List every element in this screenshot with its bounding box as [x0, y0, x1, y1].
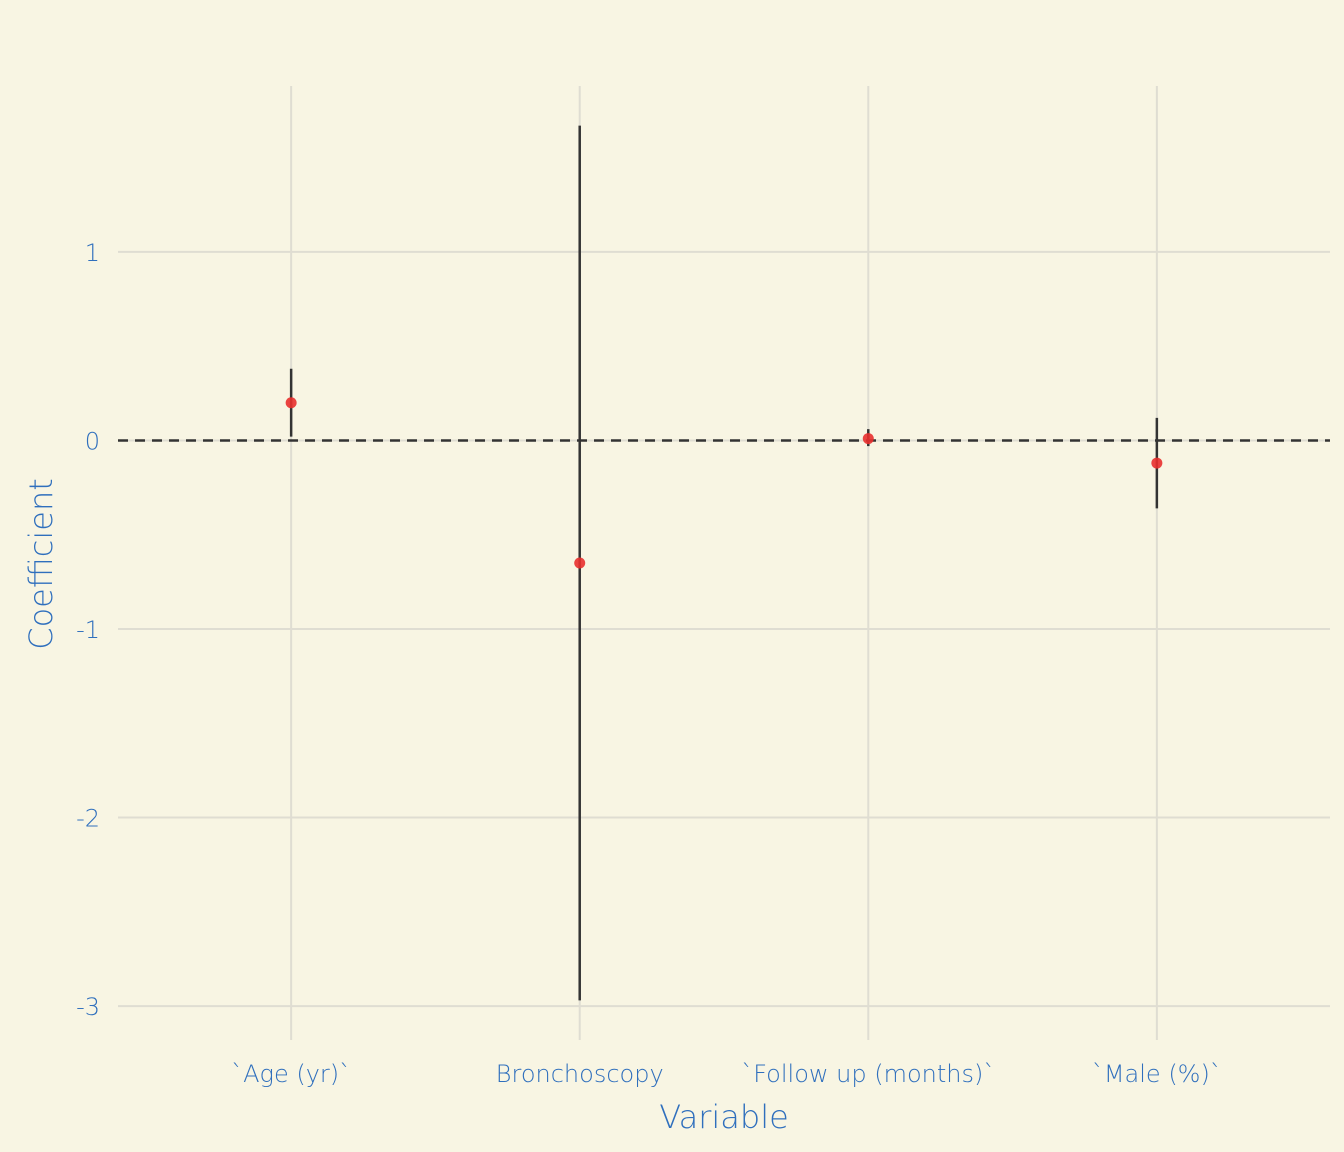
x-axis-title: Variable	[659, 1098, 789, 1136]
y-tick-label: 0	[85, 427, 100, 455]
grid-layer	[118, 86, 1330, 1040]
x-tick-label: `Age (yr)`	[231, 1060, 351, 1088]
y-tick-label: 1	[85, 239, 100, 267]
error-bar-layer	[289, 125, 1159, 1001]
estimate-point	[1151, 457, 1163, 469]
point-layer	[285, 397, 1163, 569]
x-tick-label: `Follow up (months)`	[741, 1060, 995, 1088]
y-tick-label: -3	[76, 993, 100, 1021]
y-tick-label: -1	[76, 616, 100, 644]
y-axis-title: Coefficient	[22, 478, 60, 650]
tick-label-layer: -3 -2 -1 0 1 `Age (yr)` Bronchoscopy `Follow up…	[76, 239, 1222, 1088]
estimate-point	[285, 397, 297, 409]
x-tick-label: `Male (%)`	[1092, 1060, 1222, 1088]
estimate-point	[862, 433, 874, 445]
estimate-point	[574, 557, 586, 569]
y-tick-label: -2	[76, 805, 100, 833]
x-tick-label: Bronchoscopy	[496, 1060, 664, 1088]
